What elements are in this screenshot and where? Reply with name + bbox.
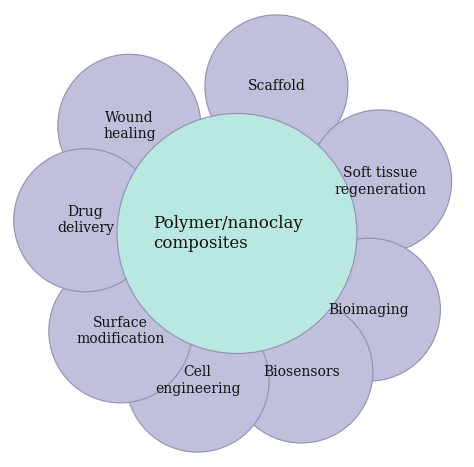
- Circle shape: [230, 300, 373, 443]
- Text: Surface
modification: Surface modification: [76, 316, 164, 347]
- Circle shape: [14, 149, 157, 292]
- Circle shape: [49, 260, 192, 403]
- Circle shape: [58, 54, 201, 198]
- Text: Bioimaging: Bioimaging: [328, 303, 409, 317]
- Text: Soft tissue
regeneration: Soft tissue regeneration: [334, 166, 426, 197]
- Text: Polymer/nanoclay
composites: Polymer/nanoclay composites: [153, 215, 302, 252]
- Circle shape: [126, 309, 269, 452]
- Text: Wound
healing: Wound healing: [103, 111, 155, 141]
- Circle shape: [297, 238, 440, 381]
- Text: Scaffold: Scaffold: [247, 79, 305, 93]
- Circle shape: [205, 15, 348, 158]
- Text: Biosensors: Biosensors: [263, 365, 340, 379]
- Text: Drug
delivery: Drug delivery: [57, 205, 114, 235]
- Circle shape: [309, 110, 452, 253]
- Text: Cell
engineering: Cell engineering: [155, 366, 240, 396]
- Circle shape: [117, 113, 357, 354]
